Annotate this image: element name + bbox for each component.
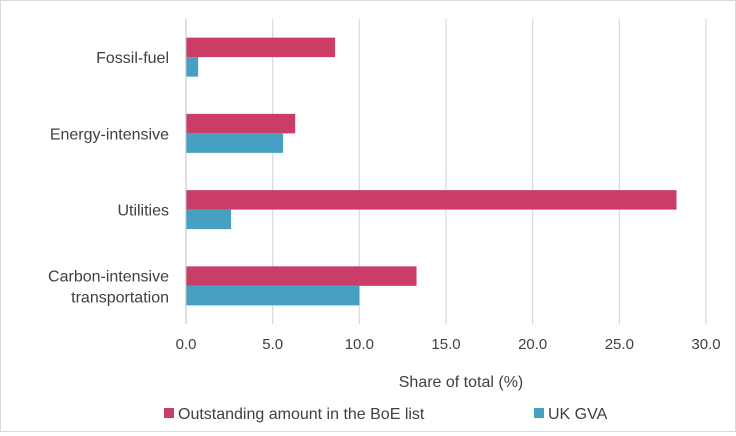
bar-boe-list — [186, 190, 677, 210]
x-tick-label: 0.0 — [176, 336, 197, 353]
category-label: Fossil-fuel — [96, 50, 169, 67]
x-tick-label: 30.0 — [691, 336, 720, 353]
category-label: Energy-intensive — [50, 126, 169, 143]
bars — [186, 37, 677, 306]
bar-uk-gva — [186, 209, 232, 230]
x-tick-label: 25.0 — [605, 336, 634, 353]
legend: Outstanding amount in the BoE list UK GVA — [164, 406, 608, 423]
category-label: Utilities — [117, 203, 169, 220]
legend-swatch — [534, 408, 544, 418]
x-tick-label: 10.0 — [345, 336, 374, 353]
bar-boe-list — [186, 113, 296, 134]
legend-swatch — [164, 408, 174, 418]
category-labels: Fossil-fuel Energy-intensive Utilities Carb… — [48, 50, 169, 306]
category-label: Carbon-intensive — [48, 268, 169, 285]
x-axis-title: Share of total (%) — [399, 374, 524, 391]
x-tick-label: 15.0 — [431, 336, 460, 353]
legend-label: UK GVA — [548, 406, 608, 423]
bar-boe-list — [186, 266, 417, 286]
bar-uk-gva — [186, 57, 199, 77]
category-label: transportation — [71, 289, 169, 306]
bar-boe-list — [186, 37, 336, 58]
bar-uk-gva — [186, 285, 360, 306]
legend-label: Outstanding amount in the BoE list — [178, 406, 425, 423]
x-tick-label: 20.0 — [518, 336, 547, 353]
x-tick-label: 5.0 — [262, 336, 283, 353]
x-tick-labels: 0.0 5.0 10.0 15.0 20.0 25.0 30.0 — [176, 336, 721, 353]
bar-uk-gva — [186, 133, 284, 153]
